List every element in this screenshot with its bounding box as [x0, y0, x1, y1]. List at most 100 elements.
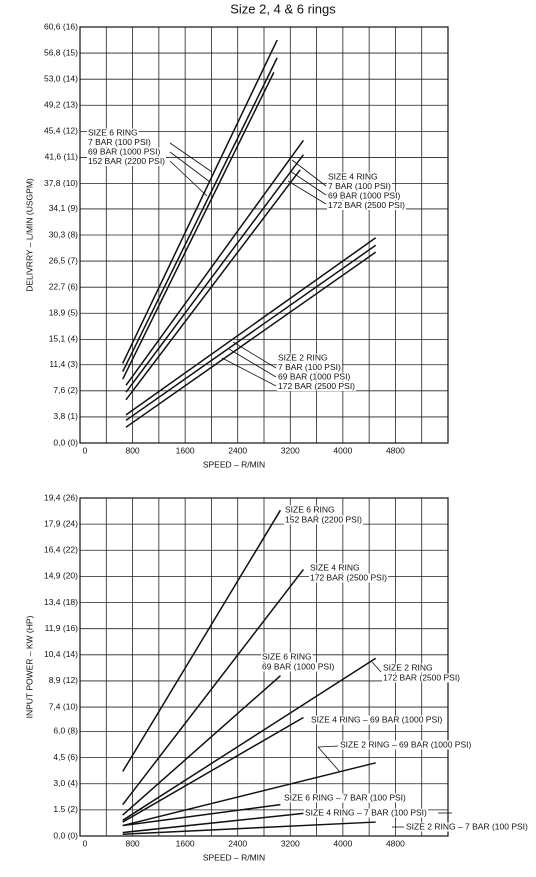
y-axis-label: INPUT POWER – KW (HP) [24, 615, 34, 718]
annotation-bg [277, 353, 329, 363]
y-axis-label: DELIVRRY – L/MIN (USGPM) [24, 178, 34, 292]
y-tick-label: 30,3 (8) [49, 229, 78, 239]
annotation-bg [382, 663, 434, 673]
annotation-bg [327, 182, 392, 191]
data-line [122, 39, 278, 364]
data-line [122, 568, 305, 806]
data-line [122, 675, 281, 816]
y-tick-label: 37,8 (10) [44, 178, 78, 188]
annotation-bg [327, 201, 407, 210]
y-tick-label: 6,0 (8) [53, 726, 78, 736]
y-tick-label: 7,4 (10) [49, 701, 78, 711]
y-tick-label: 3,8 (1) [53, 411, 78, 421]
annotation-bg [405, 822, 529, 832]
data-line [125, 139, 305, 386]
annotation-bg [327, 191, 402, 201]
annotation: SIZE 6 RING [262, 651, 312, 661]
annotation: 152 BAR (2200 PSI) [88, 156, 165, 166]
y-tick-label: 34,1 (9) [49, 203, 78, 213]
x-tick-label: 0 [83, 445, 88, 455]
x-tick-label: 800 [125, 838, 139, 848]
leader-line [317, 745, 339, 748]
annotation: SIZE 6 RING [285, 504, 335, 514]
x-tick-label: 800 [125, 445, 139, 455]
leader-line [287, 180, 327, 205]
annotation-bg [339, 740, 473, 750]
annotation-bg [87, 147, 162, 157]
leader-line [169, 151, 211, 183]
annotation: 172 BAR (2500 PSI) [383, 672, 460, 682]
annotation-bg [309, 573, 389, 583]
y-tick-label: 0,0 (0) [53, 437, 78, 447]
y-tick-label: 11,4 (3) [49, 359, 78, 369]
x-tick-label: 4000 [333, 838, 352, 848]
annotation: 7 BAR (100 PSI) [328, 181, 391, 191]
data-line [122, 812, 304, 834]
y-tick-label: 16,4 (22) [44, 545, 78, 555]
data-line [122, 509, 282, 772]
annotation: 69 BAR (1000 PSI) [278, 371, 350, 381]
y-tick-label: 3,0 (4) [53, 778, 78, 788]
annotation: SIZE 2 RING [278, 352, 328, 362]
y-tick-label: 11,9 (16) [45, 623, 79, 633]
annotation-bg [261, 662, 336, 672]
annotation: SIZE 4 RING – 7 BAR (100 PSI) [305, 807, 427, 817]
x-tick-label: 4800 [386, 838, 405, 848]
annotation-bg [277, 372, 352, 382]
x-tick-label: 2400 [228, 838, 247, 848]
data-line [122, 803, 281, 827]
annotation: 69 BAR (1000 PSI) [262, 661, 334, 671]
y-tick-label: 49,2 (13) [44, 100, 78, 110]
leader-line [317, 746, 341, 773]
annotation-bg [277, 363, 342, 372]
annotation-bg [284, 515, 364, 525]
data-line [122, 57, 278, 372]
y-tick-label: 26,5 (7) [49, 255, 78, 265]
data-line [125, 169, 301, 401]
y-tick-label: 1.5 (2) [53, 804, 78, 814]
x-tick-label: 2400 [228, 445, 247, 455]
x-tick-label: 0 [83, 838, 88, 848]
x-tick-label: 1600 [176, 838, 195, 848]
data-line [122, 657, 377, 821]
annotation: 7 BAR (100 PSI) [88, 137, 151, 147]
data-line [122, 762, 376, 827]
y-tick-label: 14,9 (20) [44, 571, 78, 581]
y-tick-label: 22,7 (6) [49, 281, 78, 291]
annotation-bg [309, 563, 361, 573]
x-tick-label: 1600 [176, 445, 195, 455]
annotation: SIZE 2 RING [383, 662, 433, 672]
x-tick-label: 4000 [333, 445, 352, 455]
annotation-bg [304, 808, 428, 818]
data-line [122, 71, 275, 380]
data-line [122, 821, 376, 836]
x-axis-label: SPEED – R/MIN [203, 459, 265, 469]
y-tick-label: 10,4 (14) [44, 649, 78, 659]
annotation: SIZE 6 RING – 7 BAR (100 PSI) [284, 792, 406, 802]
annotation-bg [283, 793, 407, 803]
x-axis-label: SPEED – R/MIN [203, 852, 265, 862]
annotation-bg [327, 172, 379, 182]
annotation: SIZE 4 RING [310, 562, 360, 572]
y-tick-label: 8,9 (12) [49, 675, 78, 685]
annotation: SIZE 6 RING [88, 127, 138, 137]
plot-frame [79, 26, 449, 444]
y-tick-label: 53,0 (14) [44, 73, 78, 83]
y-tick-label: 4,5 (6) [53, 752, 78, 762]
y-tick-label: 60,6 (16) [44, 21, 78, 31]
x-tick-label: 3200 [281, 445, 300, 455]
y-tick-label: 56,8 (15) [44, 47, 78, 57]
leader-line [228, 348, 277, 378]
data-line [125, 237, 377, 416]
x-tick-label: 3200 [281, 838, 300, 848]
y-tick-label: 45,4 (12) [44, 126, 78, 136]
annotation: 172 BAR (2500 PSI) [328, 200, 405, 210]
chart-title: Size 2, 4 & 6 rings [230, 1, 336, 16]
annotation-bg [310, 715, 444, 725]
y-tick-label: 17,9 (24) [44, 518, 78, 528]
leader-line [221, 357, 277, 387]
y-tick-label: 0,0 (0) [53, 830, 78, 840]
y-tick-label: 41,6 (11) [45, 152, 79, 162]
annotation-bg [284, 505, 336, 515]
